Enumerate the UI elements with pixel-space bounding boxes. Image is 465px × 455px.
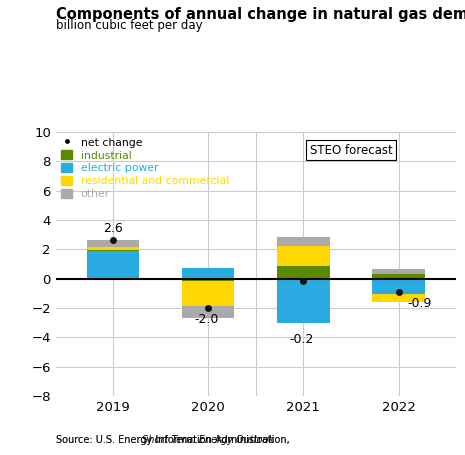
Text: -2.0: -2.0 xyxy=(194,313,219,326)
Bar xyxy=(182,281,234,306)
Bar xyxy=(182,306,234,318)
Bar xyxy=(372,274,425,278)
Bar xyxy=(182,278,234,281)
Bar xyxy=(372,278,425,294)
Bar xyxy=(87,250,139,251)
Bar xyxy=(277,278,330,323)
Bar xyxy=(87,247,139,250)
Bar xyxy=(372,269,425,274)
Bar xyxy=(87,240,139,247)
Bar xyxy=(182,268,234,278)
Bar xyxy=(277,237,330,246)
Text: Source: U.S. Energy Information Administration,: Source: U.S. Energy Information Administ… xyxy=(56,435,292,445)
Text: Short Term Energy Outlook: Short Term Energy Outlook xyxy=(142,435,274,445)
Text: Components of annual change in natural gas demand: Components of annual change in natural g… xyxy=(56,7,465,22)
Text: Source: U.S. Energy Information Administration,: Source: U.S. Energy Information Administ… xyxy=(56,435,292,445)
Text: STEO forecast: STEO forecast xyxy=(310,144,392,157)
Text: billion cubic feet per day: billion cubic feet per day xyxy=(56,19,202,32)
Text: -0.2: -0.2 xyxy=(289,333,313,346)
Text: Source: U.S. Energy Information Administration, Short Term Energy Outlook: Source: U.S. Energy Information Administ… xyxy=(56,435,424,445)
Bar xyxy=(277,246,330,266)
Bar xyxy=(372,294,425,302)
Legend: net change, industrial, electric power, residential and commercial, other: net change, industrial, electric power, … xyxy=(61,137,229,199)
Bar xyxy=(87,251,139,278)
Text: -0.9: -0.9 xyxy=(407,297,432,310)
Text: 2.6: 2.6 xyxy=(103,222,123,235)
Bar xyxy=(277,266,330,278)
